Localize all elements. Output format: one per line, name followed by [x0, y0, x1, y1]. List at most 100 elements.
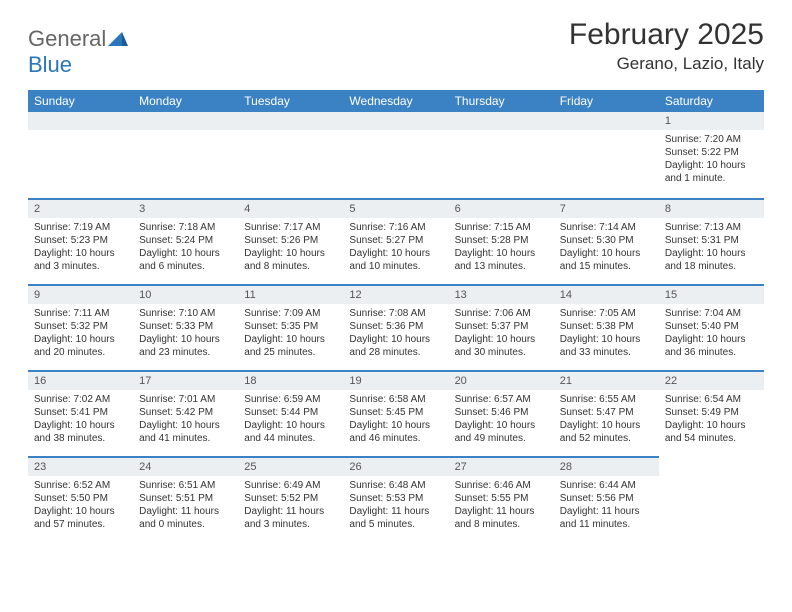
sunrise-text: Sunrise: 7:11 AM	[34, 307, 127, 320]
daylight-line2: and 57 minutes.	[34, 518, 127, 531]
daylight-line1: Daylight: 10 hours	[665, 419, 758, 432]
sunrise-text: Sunrise: 7:06 AM	[455, 307, 548, 320]
day-number: 19	[343, 371, 448, 390]
daylight-line2: and 28 minutes.	[349, 346, 442, 359]
day-body: Sunrise: 7:09 AM Sunset: 5:35 PM Dayligh…	[238, 304, 343, 365]
daylight-line2: and 6 minutes.	[139, 260, 232, 273]
calendar-row: 16 Sunrise: 7:02 AM Sunset: 5:41 PM Dayl…	[28, 370, 764, 456]
calendar-cell: 4 Sunrise: 7:17 AM Sunset: 5:26 PM Dayli…	[238, 198, 343, 284]
logo: GeneralBlue	[28, 18, 128, 78]
daylight-line2: and 33 minutes.	[560, 346, 653, 359]
day-body: Sunrise: 6:49 AM Sunset: 5:52 PM Dayligh…	[238, 476, 343, 537]
sunset-text: Sunset: 5:49 PM	[665, 406, 758, 419]
sunset-text: Sunset: 5:27 PM	[349, 234, 442, 247]
day-number: 16	[28, 371, 133, 390]
day-body: Sunrise: 6:44 AM Sunset: 5:56 PM Dayligh…	[554, 476, 659, 537]
sunset-text: Sunset: 5:44 PM	[244, 406, 337, 419]
calendar-cell	[28, 112, 133, 198]
daylight-line1: Daylight: 10 hours	[560, 247, 653, 260]
sunrise-text: Sunrise: 6:58 AM	[349, 393, 442, 406]
day-number: 10	[133, 285, 238, 304]
day-body: Sunrise: 6:52 AM Sunset: 5:50 PM Dayligh…	[28, 476, 133, 537]
day-number: 14	[554, 285, 659, 304]
sunset-text: Sunset: 5:46 PM	[455, 406, 548, 419]
day-body: Sunrise: 6:55 AM Sunset: 5:47 PM Dayligh…	[554, 390, 659, 451]
day-number	[28, 112, 133, 130]
daylight-line1: Daylight: 11 hours	[244, 505, 337, 518]
calendar-cell	[449, 112, 554, 198]
day-number: 22	[659, 371, 764, 390]
calendar-cell: 15 Sunrise: 7:04 AM Sunset: 5:40 PM Dayl…	[659, 284, 764, 370]
sunset-text: Sunset: 5:38 PM	[560, 320, 653, 333]
calendar-table: Sunday Monday Tuesday Wednesday Thursday…	[28, 90, 764, 542]
sunset-text: Sunset: 5:40 PM	[665, 320, 758, 333]
calendar-cell	[659, 456, 764, 542]
calendar-cell: 1 Sunrise: 7:20 AM Sunset: 5:22 PM Dayli…	[659, 112, 764, 198]
weekday-header: Friday	[554, 90, 659, 112]
day-number	[343, 112, 448, 130]
sunrise-text: Sunrise: 6:59 AM	[244, 393, 337, 406]
weekday-header: Sunday	[28, 90, 133, 112]
sunset-text: Sunset: 5:47 PM	[560, 406, 653, 419]
sunrise-text: Sunrise: 7:20 AM	[665, 133, 758, 146]
day-body: Sunrise: 7:15 AM Sunset: 5:28 PM Dayligh…	[449, 218, 554, 279]
day-number: 7	[554, 199, 659, 218]
day-body: Sunrise: 7:01 AM Sunset: 5:42 PM Dayligh…	[133, 390, 238, 451]
day-number: 23	[28, 457, 133, 476]
day-number: 3	[133, 199, 238, 218]
calendar-cell: 14 Sunrise: 7:05 AM Sunset: 5:38 PM Dayl…	[554, 284, 659, 370]
daylight-line1: Daylight: 10 hours	[139, 419, 232, 432]
daylight-line2: and 36 minutes.	[665, 346, 758, 359]
calendar-cell: 16 Sunrise: 7:02 AM Sunset: 5:41 PM Dayl…	[28, 370, 133, 456]
sunset-text: Sunset: 5:33 PM	[139, 320, 232, 333]
daylight-line1: Daylight: 10 hours	[34, 333, 127, 346]
calendar-cell: 17 Sunrise: 7:01 AM Sunset: 5:42 PM Dayl…	[133, 370, 238, 456]
sunrise-text: Sunrise: 7:14 AM	[560, 221, 653, 234]
daylight-line1: Daylight: 11 hours	[560, 505, 653, 518]
sunset-text: Sunset: 5:26 PM	[244, 234, 337, 247]
sunrise-text: Sunrise: 6:44 AM	[560, 479, 653, 492]
day-body: Sunrise: 7:10 AM Sunset: 5:33 PM Dayligh…	[133, 304, 238, 365]
day-body: Sunrise: 6:51 AM Sunset: 5:51 PM Dayligh…	[133, 476, 238, 537]
day-number: 25	[238, 457, 343, 476]
calendar-cell: 22 Sunrise: 6:54 AM Sunset: 5:49 PM Dayl…	[659, 370, 764, 456]
day-number: 4	[238, 199, 343, 218]
day-body: Sunrise: 7:08 AM Sunset: 5:36 PM Dayligh…	[343, 304, 448, 365]
day-body: Sunrise: 6:46 AM Sunset: 5:55 PM Dayligh…	[449, 476, 554, 537]
calendar-cell: 27 Sunrise: 6:46 AM Sunset: 5:55 PM Dayl…	[449, 456, 554, 542]
sunrise-text: Sunrise: 7:09 AM	[244, 307, 337, 320]
daylight-line2: and 25 minutes.	[244, 346, 337, 359]
calendar-cell: 6 Sunrise: 7:15 AM Sunset: 5:28 PM Dayli…	[449, 198, 554, 284]
calendar-cell: 2 Sunrise: 7:19 AM Sunset: 5:23 PM Dayli…	[28, 198, 133, 284]
day-number: 24	[133, 457, 238, 476]
sunrise-text: Sunrise: 7:08 AM	[349, 307, 442, 320]
sunset-text: Sunset: 5:45 PM	[349, 406, 442, 419]
weekday-header: Thursday	[449, 90, 554, 112]
sunrise-text: Sunrise: 6:48 AM	[349, 479, 442, 492]
day-body: Sunrise: 7:05 AM Sunset: 5:38 PM Dayligh…	[554, 304, 659, 365]
sunset-text: Sunset: 5:22 PM	[665, 146, 758, 159]
sunrise-text: Sunrise: 7:15 AM	[455, 221, 548, 234]
daylight-line1: Daylight: 11 hours	[139, 505, 232, 518]
sunset-text: Sunset: 5:50 PM	[34, 492, 127, 505]
sunset-text: Sunset: 5:42 PM	[139, 406, 232, 419]
day-number	[133, 112, 238, 130]
day-body: Sunrise: 7:04 AM Sunset: 5:40 PM Dayligh…	[659, 304, 764, 365]
day-body: Sunrise: 7:16 AM Sunset: 5:27 PM Dayligh…	[343, 218, 448, 279]
calendar-cell	[133, 112, 238, 198]
daylight-line2: and 1 minute.	[665, 172, 758, 185]
daylight-line2: and 30 minutes.	[455, 346, 548, 359]
calendar-cell: 11 Sunrise: 7:09 AM Sunset: 5:35 PM Dayl…	[238, 284, 343, 370]
day-number: 1	[659, 112, 764, 130]
daylight-line1: Daylight: 10 hours	[34, 247, 127, 260]
calendar-cell: 28 Sunrise: 6:44 AM Sunset: 5:56 PM Dayl…	[554, 456, 659, 542]
day-number: 20	[449, 371, 554, 390]
sunset-text: Sunset: 5:41 PM	[34, 406, 127, 419]
calendar-cell: 18 Sunrise: 6:59 AM Sunset: 5:44 PM Dayl…	[238, 370, 343, 456]
calendar-cell: 9 Sunrise: 7:11 AM Sunset: 5:32 PM Dayli…	[28, 284, 133, 370]
day-number: 27	[449, 457, 554, 476]
daylight-line2: and 44 minutes.	[244, 432, 337, 445]
sunset-text: Sunset: 5:31 PM	[665, 234, 758, 247]
day-body: Sunrise: 7:13 AM Sunset: 5:31 PM Dayligh…	[659, 218, 764, 279]
calendar-cell: 5 Sunrise: 7:16 AM Sunset: 5:27 PM Dayli…	[343, 198, 448, 284]
